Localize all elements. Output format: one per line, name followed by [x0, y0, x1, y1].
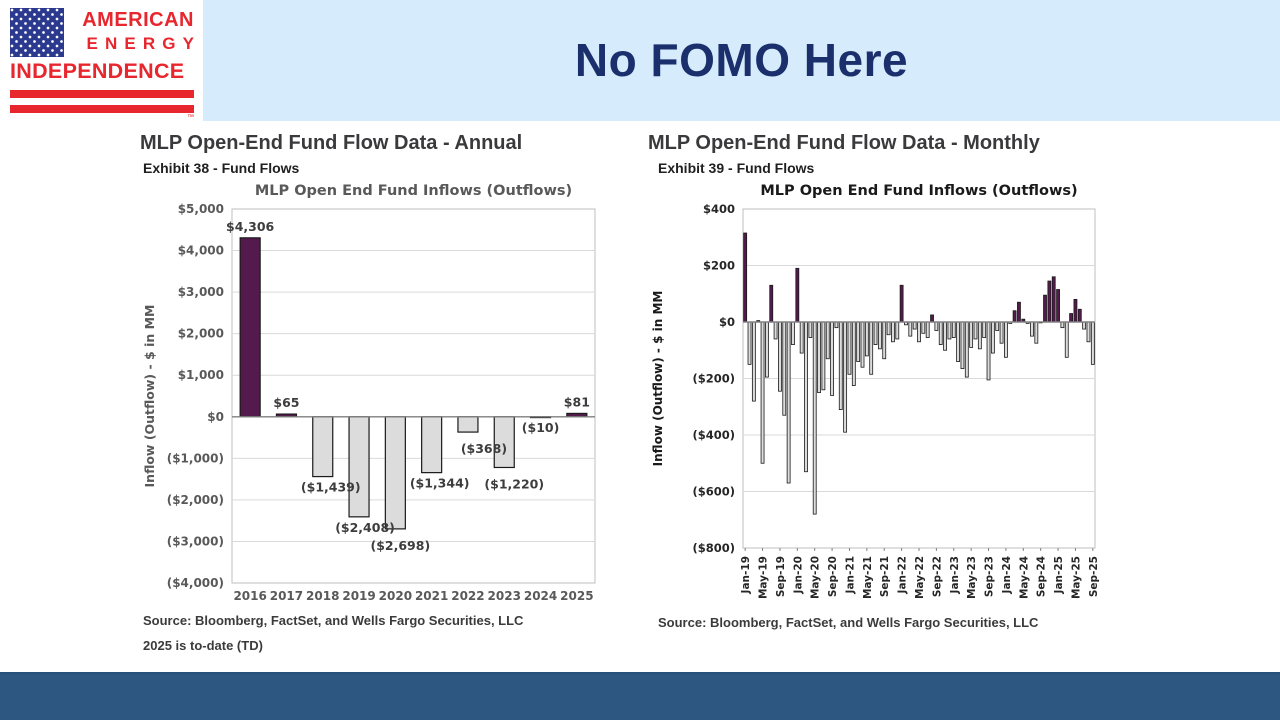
- svg-text:$1,000: $1,000: [178, 368, 224, 382]
- svg-text:2025: 2025: [560, 589, 593, 603]
- svg-text:($200): ($200): [692, 372, 735, 386]
- svg-text:2018: 2018: [306, 589, 339, 603]
- svg-text:Sep-25: Sep-25: [1088, 556, 1100, 597]
- svg-text:($2,000): ($2,000): [167, 493, 224, 507]
- svg-text:($10): ($10): [522, 420, 560, 435]
- logo-line-energy: ENERGY: [86, 34, 202, 53]
- svg-text:$65: $65: [273, 395, 299, 410]
- svg-text:$0: $0: [207, 410, 224, 424]
- page-title: No FOMO Here: [574, 34, 909, 86]
- svg-text:$4,306: $4,306: [226, 219, 275, 234]
- svg-text:May-24: May-24: [1018, 556, 1030, 599]
- svg-text:May-21: May-21: [862, 556, 874, 599]
- monthly-chart-panel: MLP Open-End Fund Flow Data - Monthly Ex…: [648, 131, 1134, 630]
- logo-line-american: AMERICAN: [82, 9, 194, 31]
- svg-text:($2,698): ($2,698): [371, 538, 431, 553]
- svg-text:($1,344): ($1,344): [410, 476, 470, 491]
- svg-text:$0: $0: [719, 315, 735, 329]
- annual-panel-subtitle: Exhibit 38 - Fund Flows: [143, 160, 300, 176]
- svg-text:Inflow (Outflow) - $ in MM: Inflow (Outflow) - $ in MM: [651, 291, 665, 467]
- svg-text:$4,000: $4,000: [178, 244, 224, 258]
- svg-text:$2,000: $2,000: [178, 327, 224, 341]
- logo-words: AMERICAN ENERGY: [72, 8, 194, 55]
- svg-text:($1,439): ($1,439): [301, 480, 361, 495]
- svg-text:2017: 2017: [270, 589, 303, 603]
- svg-text:($3,000): ($3,000): [167, 534, 224, 548]
- svg-text:Jan-24: Jan-24: [1001, 556, 1013, 594]
- svg-text:($400): ($400): [692, 428, 735, 442]
- svg-text:$400: $400: [703, 202, 735, 216]
- footer-bar: [0, 672, 1280, 720]
- svg-text:$81: $81: [564, 394, 590, 409]
- svg-text:2023: 2023: [488, 589, 521, 603]
- svg-text:($1,000): ($1,000): [167, 451, 224, 465]
- header-band: [203, 0, 1280, 121]
- flag-stripe: [10, 105, 194, 113]
- svg-text:MLP Open End Fund Inflows (Out: MLP Open End Fund Inflows (Outflows): [255, 183, 572, 199]
- annual-source-text: Source: Bloomberg, FactSet, and Wells Fa…: [143, 613, 524, 628]
- svg-text:Sep-20: Sep-20: [827, 556, 839, 597]
- svg-text:($2,408): ($2,408): [335, 520, 395, 535]
- svg-text:($4,000): ($4,000): [167, 576, 224, 590]
- svg-text:May-22: May-22: [914, 556, 926, 599]
- svg-text:Jan-22: Jan-22: [897, 556, 909, 594]
- svg-text:Jan-21: Jan-21: [844, 556, 856, 594]
- svg-text:Sep-22: Sep-22: [931, 556, 943, 597]
- svg-text:Jan-23: Jan-23: [949, 556, 961, 594]
- monthly-panel-subtitle: Exhibit 39 - Fund Flows: [658, 160, 815, 176]
- svg-text:($800): ($800): [692, 541, 735, 555]
- svg-text:Jan-25: Jan-25: [1053, 556, 1065, 594]
- us-flag-icon: [10, 8, 64, 57]
- svg-text:Sep-19: Sep-19: [775, 556, 787, 597]
- svg-text:2021: 2021: [415, 589, 448, 603]
- svg-text:Inflow (Outflow) - $ in MM: Inflow (Outflow) - $ in MM: [142, 305, 157, 488]
- svg-text:May-23: May-23: [966, 556, 978, 599]
- svg-text:May-20: May-20: [810, 556, 822, 599]
- company-logo: AMERICAN ENERGY INDEPENDENCE ™: [10, 8, 194, 121]
- svg-text:Sep-24: Sep-24: [1036, 556, 1048, 597]
- svg-text:Sep-23: Sep-23: [984, 556, 996, 597]
- monthly-bar-chart: MLP Open End Fund Inflows (Outflows) Infl…: [651, 183, 1100, 599]
- svg-text:2020: 2020: [379, 589, 412, 603]
- svg-text:Sep-21: Sep-21: [879, 556, 891, 597]
- svg-text:($368): ($368): [461, 441, 507, 456]
- svg-text:2019: 2019: [342, 589, 375, 603]
- annual-note-text: 2025 is to-date (TD): [143, 638, 263, 653]
- svg-text:MLP Open End Fund Inflows (Out: MLP Open End Fund Inflows (Outflows): [760, 183, 1077, 199]
- svg-text:Jan-19: Jan-19: [740, 556, 752, 594]
- monthly-panel-title: MLP Open-End Fund Flow Data - Monthly: [648, 132, 1040, 154]
- annual-chart-panel: MLP Open-End Fund Flow Data - Annual Exh…: [140, 131, 626, 653]
- svg-text:May-25: May-25: [1070, 556, 1082, 599]
- svg-text:$3,000: $3,000: [178, 285, 224, 299]
- logo-line-independence: INDEPENDENCE: [10, 59, 185, 83]
- trademark-symbol: ™: [187, 114, 194, 121]
- svg-text:$5,000: $5,000: [178, 202, 224, 216]
- svg-text:2022: 2022: [451, 589, 484, 603]
- flag-stripe: [10, 90, 194, 98]
- svg-text:($600): ($600): [692, 485, 735, 499]
- svg-text:2024: 2024: [524, 589, 557, 603]
- monthly-source-text: Source: Bloomberg, FactSet, and Wells Fa…: [658, 615, 1039, 630]
- svg-text:($1,220): ($1,220): [484, 476, 544, 491]
- logo-top-row: AMERICAN ENERGY: [10, 8, 194, 57]
- svg-text:Jan-20: Jan-20: [792, 556, 804, 594]
- annual-panel-title: MLP Open-End Fund Flow Data - Annual: [140, 132, 523, 154]
- annual-bar-chart: MLP Open End Fund Inflows (Outflows) Infl…: [142, 183, 596, 603]
- svg-text:May-19: May-19: [758, 556, 770, 599]
- svg-text:$200: $200: [703, 259, 735, 273]
- svg-text:2016: 2016: [233, 589, 266, 603]
